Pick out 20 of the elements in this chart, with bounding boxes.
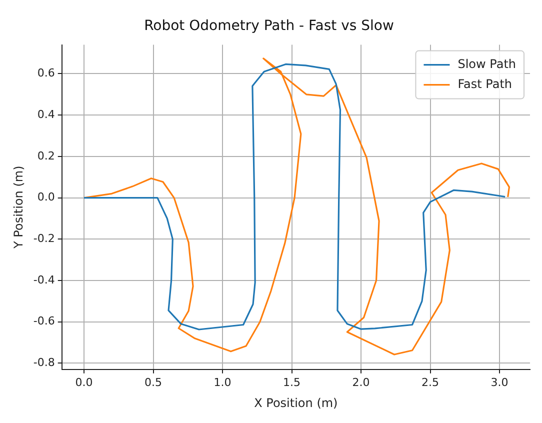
- y-tick-label: 0.0: [37, 190, 55, 204]
- y-tick-label: -0.8: [33, 356, 55, 370]
- x-tick-label: 1.5: [283, 376, 301, 389]
- y-tick-label: 0.4: [37, 108, 55, 121]
- legend-label: Slow Path: [458, 56, 516, 71]
- x-tick-label: 2.5: [422, 376, 440, 389]
- x-tick-label: 0.5: [144, 376, 162, 389]
- x-tick-label: 2.0: [352, 376, 370, 389]
- y-tick-label: 0.6: [37, 66, 55, 80]
- x-tick-label: 3.0: [490, 376, 508, 389]
- x-tick-label: 1.0: [214, 376, 232, 389]
- y-tick-label: -0.6: [33, 314, 55, 328]
- y-tick-label: -0.4: [33, 273, 55, 286]
- legend-label: Fast Path: [458, 76, 512, 91]
- x-tick-label: 0.0: [75, 376, 93, 389]
- y-axis-title: Y Position (m): [11, 166, 26, 250]
- y-tick-label: 0.2: [37, 149, 55, 162]
- chart-title: Robot Odometry Path - Fast vs Slow: [144, 18, 394, 34]
- y-tick-label: -0.2: [33, 232, 55, 246]
- x-axis-title: X Position (m): [254, 396, 338, 410]
